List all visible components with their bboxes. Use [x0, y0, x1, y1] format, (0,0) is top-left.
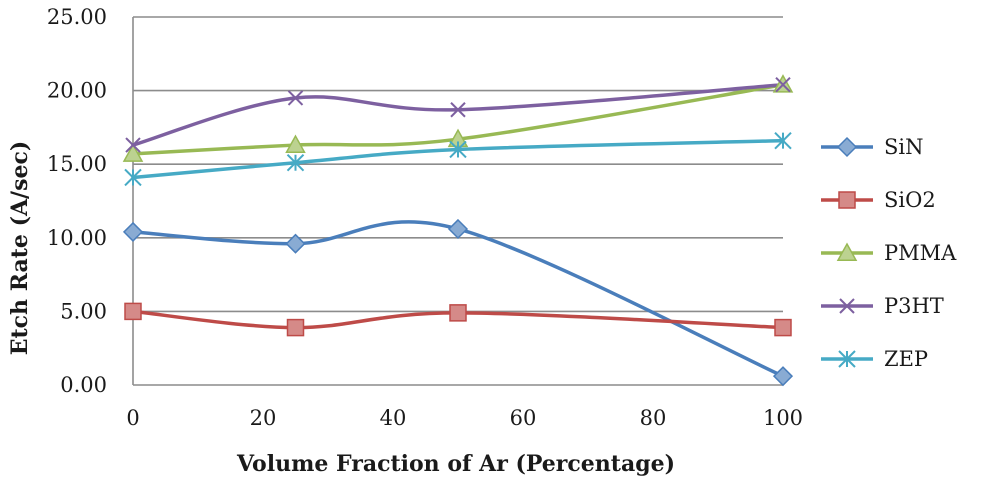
- data-point-pmma: [122, 143, 144, 162]
- gridlines: [133, 16, 783, 313]
- x-tick-label: 40: [380, 406, 407, 430]
- data-point-zep: [449, 140, 467, 159]
- legend-label: PMMA: [884, 241, 957, 265]
- data-point-p3ht: [775, 77, 791, 93]
- y-tick-label: 0.00: [60, 373, 107, 397]
- data-point-zep: [774, 131, 792, 150]
- legend-marker-sio2: [838, 191, 856, 209]
- data-point-sin: [285, 233, 306, 254]
- legend-marker-p3ht: [839, 298, 855, 314]
- data-point-p3ht: [287, 90, 304, 106]
- legend-label: SiO2: [884, 188, 936, 212]
- x-tick-label: 100: [763, 406, 803, 430]
- y-tick-label: 15.00: [47, 152, 107, 176]
- x-tick-label: 80: [640, 406, 667, 430]
- y-tick-label: 20.00: [47, 79, 107, 103]
- data-point-sin: [772, 366, 794, 387]
- data-point-sin: [447, 218, 469, 240]
- y-tick-label: 5.00: [60, 299, 107, 323]
- legend-label: P3HT: [884, 294, 944, 318]
- legend-label: SiN: [884, 135, 923, 159]
- data-point-pmma: [285, 134, 306, 154]
- legend-marker-sin: [836, 136, 858, 158]
- x-tick-label: 20: [250, 406, 277, 430]
- data-point-zep: [286, 154, 305, 172]
- data-point-sio2: [449, 304, 467, 322]
- data-point-sio2: [774, 318, 792, 337]
- legend-item-p3ht: P3HT: [821, 294, 944, 318]
- axes: 0.00 5.00 10.00 15.00 20.00 25.00 0 20 40 60 80 100: [47, 5, 803, 430]
- y-tick-label: 25.00: [47, 5, 107, 29]
- series-markers: [122, 74, 794, 387]
- y-tick-label: 10.00: [47, 226, 107, 250]
- data-point-zep: [124, 168, 142, 187]
- legend-marker-zep: [838, 350, 856, 368]
- data-point-sio2: [124, 302, 142, 321]
- data-point-p3ht: [125, 137, 141, 153]
- legend-label: ZEP: [884, 347, 928, 371]
- legend: SiN SiO2 PMMA P3HT ZEP: [821, 135, 957, 371]
- legend-item-pmma: PMMA: [821, 241, 957, 265]
- legend-marker-pmma: [836, 242, 858, 261]
- x-tick-label: 0: [126, 406, 139, 430]
- x-tick-label: 60: [510, 406, 537, 430]
- legend-item-sin: SiN: [821, 135, 923, 159]
- series-line-sin: [131, 220, 785, 378]
- x-axis-title: Volume Fraction of Ar (Percentage): [236, 451, 675, 477]
- legend-item-zep: ZEP: [821, 347, 928, 371]
- series-line-pmma: [131, 82, 785, 156]
- series-line-zep: [131, 138, 785, 180]
- series-line-p3ht: [131, 82, 785, 147]
- y-axis-title: Etch Rate (A/sec): [7, 141, 33, 356]
- series-lines: [131, 82, 785, 378]
- data-point-sin: [122, 221, 144, 242]
- data-point-sio2: [286, 318, 305, 337]
- legend-item-sio2: SiO2: [821, 188, 936, 212]
- series-line-sio2: [131, 309, 785, 330]
- data-point-p3ht: [450, 102, 466, 118]
